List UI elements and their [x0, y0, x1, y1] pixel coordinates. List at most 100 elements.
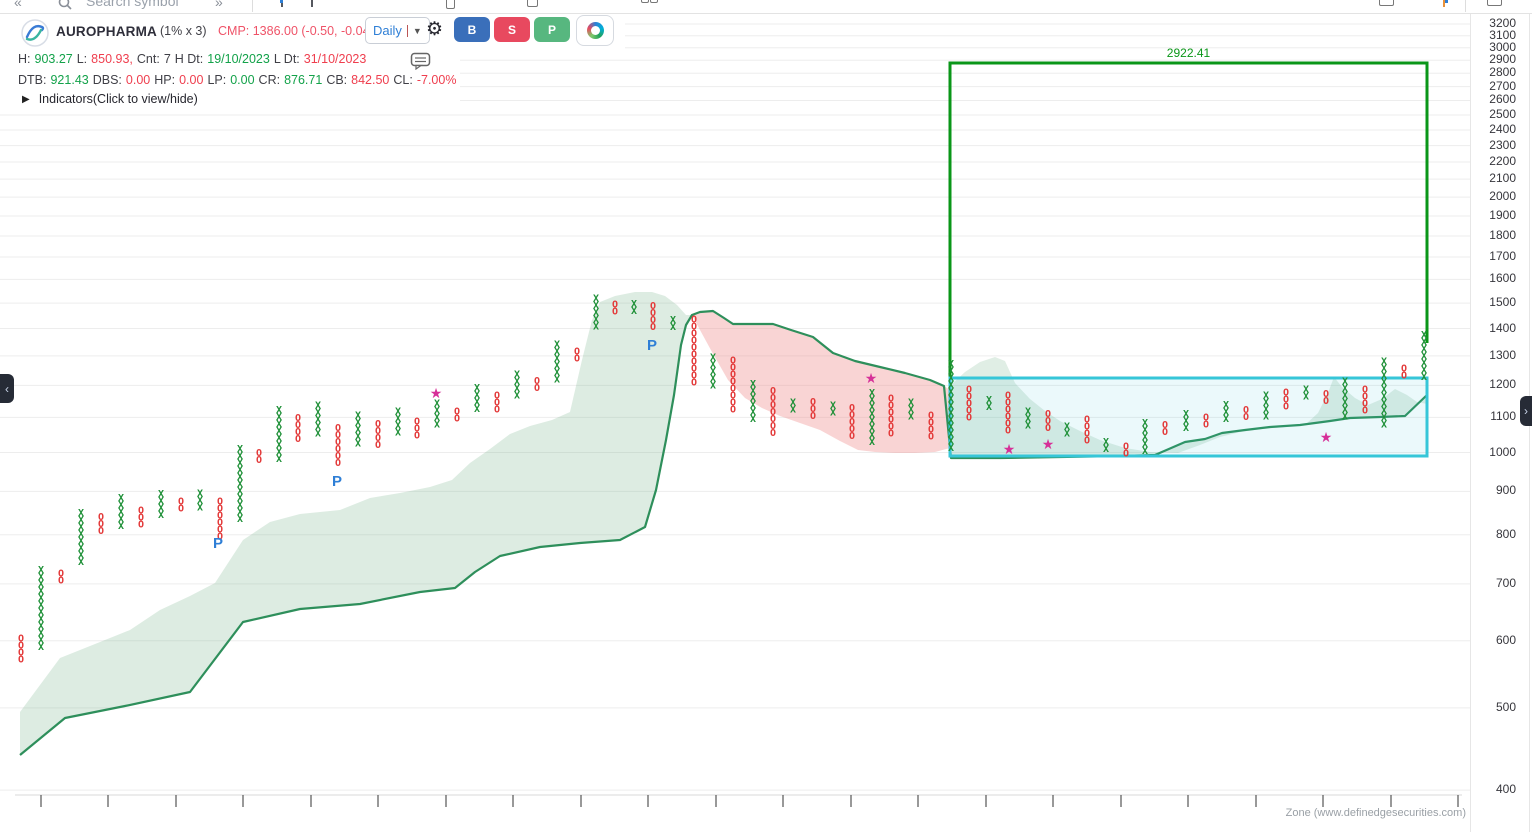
y-axis-label: 800	[1495, 526, 1516, 541]
svg-text:O: O	[217, 497, 223, 508]
range-box[interactable]	[948, 376, 1429, 458]
x-column: XX	[1103, 437, 1109, 455]
o-column: OOO	[810, 397, 816, 422]
svg-text:X: X	[1421, 351, 1427, 362]
info-color-icon[interactable]	[1443, 0, 1445, 7]
svg-text:X: X	[118, 493, 124, 504]
x-column: XXX	[1223, 400, 1229, 425]
search-icon[interactable]	[58, 0, 72, 10]
crosshair-tool-icon[interactable]	[311, 0, 313, 7]
collapse-left-icon[interactable]: «	[14, 0, 22, 10]
svg-text:O: O	[966, 405, 972, 416]
sell-button[interactable]: S	[494, 17, 530, 42]
svg-text:X: X	[710, 381, 716, 392]
theme-ring-button[interactable]	[576, 15, 614, 46]
timeframe-cursor	[406, 24, 408, 37]
svg-text:X: X	[948, 366, 954, 377]
svg-text:O: O	[295, 427, 301, 438]
svg-text:X: X	[237, 458, 243, 469]
svg-text:X: X	[750, 400, 756, 411]
expand-right-icon[interactable]: »	[215, 0, 223, 10]
layout-grid-icon[interactable]	[641, 0, 649, 3]
comment-icon[interactable]	[410, 52, 432, 70]
left-panel-collapse-tab[interactable]: ‹	[0, 374, 14, 403]
svg-text:X: X	[1142, 439, 1148, 450]
y-axis-label: 2500	[1489, 106, 1516, 121]
p-button[interactable]: P	[534, 17, 570, 42]
timeframe-select[interactable]: Daily ▼	[365, 17, 430, 44]
target-box[interactable]	[948, 61, 1429, 457]
svg-text:O: O	[888, 422, 894, 433]
svg-text:X: X	[355, 431, 361, 442]
svg-text:X: X	[986, 395, 992, 406]
svg-text:X: X	[750, 379, 756, 390]
svg-text:X: X	[276, 440, 282, 451]
cursor-tool-icon[interactable]	[281, 0, 283, 7]
svg-text:O: O	[217, 525, 223, 536]
svg-text:X: X	[514, 383, 520, 394]
price-axis[interactable]: 3200 3100 3000 2900 2800 2700 2600 2500 2400 2300…	[1470, 0, 1530, 832]
svg-text:O: O	[1283, 394, 1289, 405]
svg-text:X: X	[78, 550, 84, 561]
svg-text:X: X	[948, 436, 954, 447]
indicators-toggle[interactable]: ▶ Indicators(Click to view/hide)	[22, 92, 198, 106]
svg-text:X: X	[158, 503, 164, 514]
y-axis-label: 1200	[1489, 377, 1516, 392]
bullish-cloud	[20, 292, 692, 755]
svg-text:X: X	[276, 419, 282, 430]
svg-text:O: O	[612, 307, 618, 318]
svg-text:O: O	[1005, 405, 1011, 416]
svg-text:O: O	[414, 423, 420, 434]
svg-text:X: X	[869, 388, 875, 399]
info-color-dot	[1445, 0, 1448, 3]
svg-text:X: X	[355, 410, 361, 421]
star-marker: ★	[1003, 442, 1016, 458]
svg-text:X: X	[1381, 370, 1387, 381]
svg-text:X: X	[554, 368, 560, 379]
svg-text:O: O	[849, 403, 855, 414]
alert-icon[interactable]	[527, 0, 538, 7]
x-column: XX	[1064, 421, 1070, 439]
settings-gear-icon[interactable]: ⚙	[426, 19, 444, 40]
y-axis-label: 2700	[1489, 78, 1516, 93]
svg-text:X: X	[948, 443, 954, 454]
svg-text:X: X	[908, 397, 914, 408]
svg-text:O: O	[494, 391, 500, 402]
layout-grid-icon-2[interactable]	[650, 0, 658, 3]
svg-text:O: O	[849, 431, 855, 442]
right-panel-expand-tab[interactable]: ›	[1520, 396, 1532, 426]
o-column: OO	[574, 346, 580, 364]
svg-text:O: O	[138, 519, 144, 530]
buy-button[interactable]: B	[454, 17, 490, 42]
pnf-chart-canvas[interactable]: 2922.41OOOOXXXXXXXXXXXXOOXXXXXXXXOOOXXXX…	[0, 0, 1470, 813]
mobile-icon[interactable]	[446, 0, 455, 9]
svg-text:O: O	[295, 420, 301, 431]
stat-value: 903.27	[34, 52, 73, 66]
svg-text:O: O	[494, 405, 500, 416]
svg-text:X: X	[1025, 420, 1031, 431]
svg-text:O: O	[1203, 412, 1209, 423]
svg-text:X: X	[474, 404, 480, 415]
svg-text:X: X	[869, 416, 875, 427]
svg-text:X: X	[710, 367, 716, 378]
stat-value: DTB:	[18, 73, 47, 87]
svg-text:O: O	[650, 322, 656, 333]
y-axis-label: 1900	[1489, 208, 1516, 223]
monitor-icon[interactable]	[1379, 0, 1394, 6]
search-input[interactable]: Search symbol	[86, 0, 179, 9]
svg-text:O: O	[691, 322, 697, 333]
y-axis-label: 1600	[1489, 271, 1516, 286]
x-column: XXX	[908, 397, 914, 422]
symbol-name[interactable]: AUROPHARMA	[56, 24, 157, 39]
monitor-icon-2[interactable]	[1487, 0, 1502, 6]
svg-text:O: O	[217, 532, 223, 543]
